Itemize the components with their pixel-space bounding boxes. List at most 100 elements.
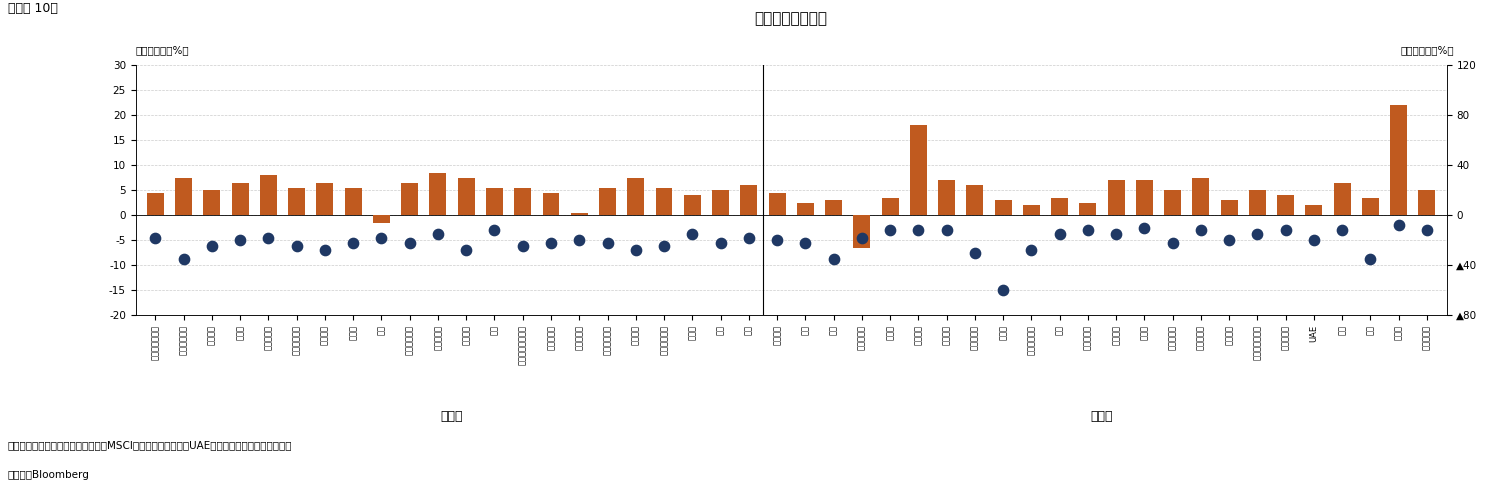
Point bbox=[1132, 224, 1156, 232]
Point bbox=[850, 234, 874, 241]
Point bbox=[906, 226, 930, 234]
Bar bbox=[175, 178, 191, 215]
Point bbox=[341, 238, 365, 246]
Point bbox=[595, 238, 619, 246]
Point bbox=[1019, 246, 1043, 254]
Point bbox=[934, 226, 958, 234]
Point bbox=[653, 242, 677, 250]
Text: （注）各国指数は現地通貨ベースのMSCI構成指数、ただし、UAEはサウジ・タダウル全株指数: （注）各国指数は現地通貨ベースのMSCI構成指数、ただし、UAEはサウジ・タダウ… bbox=[8, 440, 292, 450]
Bar bbox=[656, 188, 672, 215]
Point bbox=[454, 246, 478, 254]
Point bbox=[1160, 238, 1185, 246]
Point bbox=[1331, 226, 1355, 234]
Bar bbox=[740, 185, 757, 215]
Bar bbox=[543, 192, 559, 215]
Bar bbox=[1192, 178, 1210, 215]
Bar bbox=[995, 200, 1011, 215]
Point bbox=[680, 230, 704, 238]
Bar bbox=[429, 172, 446, 215]
Bar bbox=[826, 200, 842, 215]
Bar bbox=[571, 212, 588, 215]
Point bbox=[737, 234, 761, 241]
Bar bbox=[1305, 205, 1323, 215]
Bar bbox=[485, 188, 503, 215]
Point bbox=[256, 234, 280, 241]
Bar bbox=[316, 182, 333, 215]
Bar bbox=[627, 178, 645, 215]
Point bbox=[313, 246, 338, 254]
Bar bbox=[203, 190, 220, 215]
Bar bbox=[684, 195, 701, 215]
Title: 各国の株価変動率: 各国の株価変動率 bbox=[755, 12, 827, 26]
Bar bbox=[1362, 198, 1379, 215]
Point bbox=[624, 246, 648, 254]
Bar bbox=[1165, 190, 1181, 215]
Point bbox=[567, 236, 591, 244]
Bar bbox=[1221, 200, 1237, 215]
Point bbox=[992, 286, 1016, 294]
Bar bbox=[514, 188, 530, 215]
Text: （図表 10）: （図表 10） bbox=[8, 2, 57, 16]
Point bbox=[1302, 236, 1326, 244]
Bar bbox=[372, 215, 390, 222]
Bar bbox=[1079, 202, 1097, 215]
Point bbox=[821, 255, 845, 263]
Bar bbox=[1052, 198, 1068, 215]
Point bbox=[369, 234, 393, 241]
Point bbox=[1218, 236, 1242, 244]
Bar bbox=[937, 180, 955, 215]
Bar bbox=[1418, 190, 1436, 215]
Bar bbox=[401, 182, 417, 215]
Point bbox=[540, 238, 564, 246]
Bar bbox=[600, 188, 616, 215]
Point bbox=[200, 242, 225, 250]
Point bbox=[172, 255, 196, 263]
Bar bbox=[853, 215, 871, 248]
Text: （前年末比、%）: （前年末比、%） bbox=[1400, 45, 1454, 55]
Bar bbox=[711, 190, 729, 215]
Bar bbox=[1334, 182, 1350, 215]
Bar bbox=[882, 198, 898, 215]
Point bbox=[1386, 221, 1411, 229]
Point bbox=[1105, 230, 1129, 238]
Point bbox=[511, 242, 535, 250]
Point bbox=[1076, 226, 1100, 234]
Point bbox=[766, 236, 790, 244]
Bar bbox=[458, 178, 475, 215]
Point bbox=[1273, 226, 1298, 234]
Bar bbox=[1023, 205, 1040, 215]
Bar bbox=[966, 185, 983, 215]
Bar bbox=[769, 192, 785, 215]
Bar bbox=[1249, 190, 1266, 215]
Point bbox=[482, 226, 506, 234]
Text: 新興国: 新興国 bbox=[1091, 410, 1114, 423]
Point bbox=[879, 226, 903, 234]
Bar bbox=[797, 202, 814, 215]
Point bbox=[708, 238, 732, 246]
Bar bbox=[1108, 180, 1124, 215]
Text: （前月末比、%）: （前月末比、%） bbox=[136, 45, 190, 55]
Bar bbox=[1391, 105, 1408, 215]
Point bbox=[143, 234, 167, 241]
Bar bbox=[146, 192, 164, 215]
Bar bbox=[259, 175, 277, 215]
Point bbox=[1189, 226, 1213, 234]
Point bbox=[228, 236, 252, 244]
Bar bbox=[288, 188, 304, 215]
Point bbox=[963, 248, 987, 256]
Point bbox=[285, 242, 309, 250]
Point bbox=[1245, 230, 1269, 238]
Bar bbox=[910, 125, 927, 215]
Bar bbox=[1136, 180, 1153, 215]
Point bbox=[426, 230, 451, 238]
Point bbox=[1415, 226, 1439, 234]
Point bbox=[793, 238, 817, 246]
Bar bbox=[345, 188, 362, 215]
Point bbox=[1358, 255, 1382, 263]
Bar bbox=[1278, 195, 1295, 215]
Point bbox=[398, 238, 422, 246]
Text: 先進国: 先進国 bbox=[442, 410, 463, 423]
Bar bbox=[232, 182, 249, 215]
Point bbox=[1047, 230, 1071, 238]
Text: （資料）Bloomberg: （資料）Bloomberg bbox=[8, 470, 89, 480]
